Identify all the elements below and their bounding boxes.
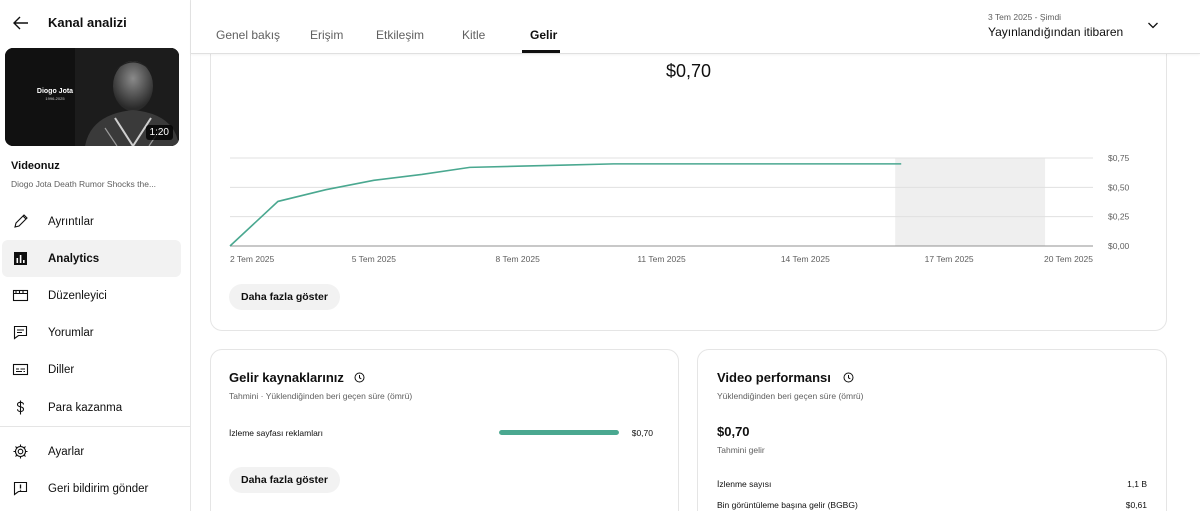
revenue-series-line — [229, 163, 902, 247]
views-value: 1,1 B — [1127, 479, 1147, 489]
sidebar-item-label: Ayrıntılar — [48, 215, 94, 228]
sidebar-item-label: Ayarlar — [48, 445, 85, 458]
views-label: İzlenme sayısı — [717, 479, 772, 489]
thumbnail-name: Diogo Jota — [36, 88, 74, 95]
x-tick-label: 2 Tem 2025 — [230, 254, 275, 264]
x-tick-label: 11 Tem 2025 — [637, 254, 686, 264]
sidebar-title: Kanal analizi — [48, 15, 127, 30]
date-range-label[interactable]: Yayınlandığından itibaren — [988, 25, 1124, 39]
x-tick-label: 14 Tem 2025 — [781, 254, 830, 264]
dollar-icon — [16, 400, 25, 415]
sources-show-more-button[interactable]: Daha fazla göster — [229, 467, 340, 493]
x-tick-label: 5 Tem 2025 — [352, 254, 397, 264]
chevron-down-icon[interactable] — [1146, 18, 1160, 32]
x-tick-label: 8 Tem 2025 — [496, 254, 541, 264]
sidebar-item-monetization[interactable]: Para kazanma — [2, 389, 181, 426]
info-clock-icon[interactable] — [843, 372, 854, 383]
revenue-source-value: $0,70 — [631, 428, 653, 438]
analytics-tab-bar: Genel bakış Erişim Etkileşim Kitle Gelir… — [191, 0, 1200, 54]
thumbnail-photo — [5, 48, 179, 146]
estimated-revenue-value: $0,70 — [717, 424, 750, 439]
video-duration: 1:20 — [145, 125, 173, 140]
rpm-value: $0,61 — [1125, 500, 1147, 510]
rpm-label: Bin görüntüleme başına gelir (BGBG) — [717, 500, 858, 510]
y-tick-label: $0,25 — [1108, 212, 1130, 222]
sidebar-item-label: Geri bildirim gönder — [48, 482, 149, 495]
sidebar-item-feedback[interactable]: Geri bildirim gönder — [2, 470, 181, 507]
back-arrow-icon[interactable] — [11, 13, 31, 33]
video-performance-title: Video performansı — [717, 370, 831, 385]
feedback-icon — [13, 481, 28, 496]
clapper-icon — [12, 289, 29, 302]
video-performance-subtitle: Yüklendiğinden beri geçen süre (ömrü) — [717, 391, 864, 401]
info-clock-icon[interactable] — [354, 372, 365, 383]
sidebar-item-label: Diller — [48, 363, 75, 376]
y-tick-label: $0,50 — [1108, 182, 1130, 192]
sidebar-item-editor[interactable]: Düzenleyici — [2, 277, 181, 314]
analytics-icon — [14, 252, 27, 265]
sidebar-header: Kanal analizi — [0, 0, 190, 46]
sidebar-item-settings[interactable]: Ayarlar — [2, 433, 181, 470]
your-video-label: Videonuz — [11, 160, 60, 172]
video-title[interactable]: Diogo Jota Death Rumor Shocks the... — [11, 179, 157, 189]
comment-icon — [13, 325, 28, 340]
sidebar-item-label: Düzenleyici — [48, 289, 107, 302]
shaded-projection-region — [895, 158, 1046, 246]
video-performance-card — [697, 349, 1167, 511]
tab-revenue[interactable]: Gelir — [530, 28, 558, 42]
gear-icon — [13, 444, 28, 459]
video-thumbnail[interactable]: Diogo Jota 1996-2025 1:20 — [5, 48, 179, 146]
sidebar: Kanal analizi Diogo Jota 1996-2025 1:20 … — [0, 0, 191, 511]
sidebar-item-analytics[interactable]: Analytics — [2, 240, 181, 277]
revenue-source-bar — [499, 430, 619, 435]
revenue-line-chart: $0,75 $0,50 $0,25 $0,00 2 Tem 2025 5 Tem 2025… — [229, 153, 1130, 264]
sidebar-divider — [0, 426, 190, 427]
y-tick-label: $0,00 — [1108, 241, 1130, 251]
sidebar-item-label: Yorumlar — [48, 326, 94, 339]
thumbnail-years: 1996-2025 — [45, 96, 65, 101]
active-tab-indicator — [522, 50, 560, 53]
subtitles-icon — [12, 363, 29, 376]
tab-overview[interactable]: Genel bakış — [216, 28, 281, 42]
sidebar-item-comments[interactable]: Yorumlar — [2, 314, 181, 351]
x-tick-label: 20 Tem 2025 — [1044, 254, 1093, 264]
sidebar-item-languages[interactable]: Diller — [2, 351, 181, 388]
total-revenue-value: $0,70 — [666, 61, 712, 81]
thumbnail-caption: Diogo Jota 1996-2025 — [27, 88, 83, 101]
estimated-revenue-label: Tahmini gelir — [717, 445, 765, 455]
revenue-source-label: İzleme sayfası reklamları — [229, 428, 323, 438]
tab-engagement[interactable]: Etkileşim — [376, 28, 425, 42]
tab-reach[interactable]: Erişim — [310, 28, 344, 42]
revenue-sources-title: Gelir kaynaklarınız — [229, 370, 344, 385]
date-range-dates[interactable]: 3 Tem 2025 - Şimdi — [988, 12, 1062, 22]
sidebar-item-label: Analytics — [48, 252, 100, 265]
tab-audience[interactable]: Kitle — [462, 28, 486, 42]
revenue-sources-subtitle: Tahmini · Yüklendiğinden beri geçen süre… — [229, 391, 413, 401]
chart-show-more-button[interactable]: Daha fazla göster — [229, 284, 340, 310]
sidebar-item-label: Para kazanma — [48, 401, 123, 414]
y-tick-label: $0,75 — [1108, 153, 1130, 163]
sidebar-item-details[interactable]: Ayrıntılar — [2, 203, 181, 240]
x-tick-label: 17 Tem 2025 — [925, 254, 974, 264]
revenue-source-bar-fill — [499, 430, 619, 435]
pencil-icon — [14, 214, 28, 228]
